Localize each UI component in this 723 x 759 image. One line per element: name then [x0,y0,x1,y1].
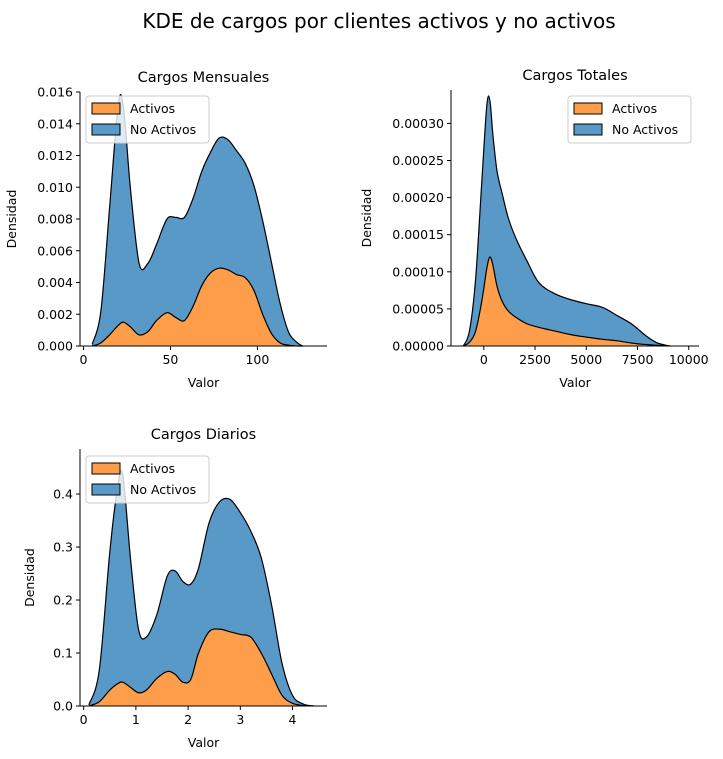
area-no-activos [88,470,314,706]
legend: Activos No Activos [85,95,210,144]
legend-label-no-activos: No Activos [130,482,196,497]
x-tick-label: 3 [236,712,244,727]
y-tick-label: 0.3 [53,540,73,555]
y-tick-label: 0.4 [53,487,73,502]
y-tick-label: 0.0 [53,699,73,714]
line-activos [88,628,314,707]
y-axis-label: Densidad [4,190,19,249]
legend-swatch-no-activos [573,123,603,136]
x-axis-label: Valor [188,375,220,390]
x-tick-label: 1 [132,712,140,727]
y-tick-label: 0.00010 [392,264,444,279]
legend-swatch-no-activos [91,483,121,496]
y-tick-label: 0.00030 [392,116,444,131]
line-activos [91,267,303,347]
y-tick-label: 0.012 [37,148,73,163]
legend: Activos No Activos [85,455,210,504]
panel-cargos-diarios: 0 1 2 3 4 0.0 0.1 0.2 0.3 0.4 Cargos Diarios Valor D… [22,427,327,750]
x-tick-label: 50 [162,352,178,367]
x-tick-label: 2500 [519,352,551,367]
legend-label-activos: Activos [130,101,175,116]
legend-label-no-activos: No Activos [612,122,678,137]
x-tick-label: 7500 [622,352,654,367]
x-tick-label: 10000 [669,352,709,367]
y-tick-label: 0.00005 [392,301,444,316]
x-tick-label: 0 [80,712,88,727]
y-tick-label: 0.016 [37,85,73,100]
y-tick-label: 0.008 [37,212,73,227]
x-tick-label: 100 [245,352,269,367]
panel-cargos-totales: 0 2500 5000 7500 10000 0.00000 0.00005 0.00010 0… [359,68,709,390]
panel-cargos-mensuales: 0 50 100 0.000 0.002 0.004 0.006 0.008 0.010 0.01… [4,70,327,390]
legend-label-no-activos: No Activos [130,122,196,137]
y-tick-label: 0.2 [53,593,73,608]
y-tick-label: 0.014 [37,116,73,131]
legend-label-activos: Activos [130,461,175,476]
panel-title: Cargos Totales [522,68,627,84]
y-tick-label: 0.000 [37,339,73,354]
x-axis-label: Valor [559,375,591,390]
x-tick-label: 0 [80,352,88,367]
area-activos [463,256,671,346]
legend: Activos No Activos [567,95,692,144]
area-activos [92,268,303,347]
line-activos [462,256,671,347]
line-no-activos [462,95,671,347]
x-axis-label: Valor [188,735,220,750]
y-tick-label: 0.00015 [392,227,444,242]
legend-swatch-activos [91,462,121,475]
panel-title: Cargos Mensuales [138,70,270,86]
legend-swatch-activos [91,102,121,115]
x-tick-label: 2 [184,712,192,727]
legend-label-activos: Activos [612,101,657,116]
y-tick-label: 0.010 [37,180,73,195]
area-activos [88,628,314,706]
area-no-activos [463,95,671,346]
y-axis-label: Densidad [22,548,37,607]
y-tick-label: 0.004 [37,275,73,290]
legend-swatch-no-activos [91,123,121,136]
y-tick-label: 0.00000 [392,339,444,354]
y-tick-label: 0.00020 [392,190,444,205]
y-tick-label: 0.006 [37,243,73,258]
y-tick-label: 0.1 [53,646,73,661]
x-tick-label: 5000 [570,352,602,367]
legend-swatch-activos [573,102,603,115]
y-axis-label: Densidad [359,189,374,248]
y-tick-label: 0.002 [37,307,73,322]
x-tick-label: 0 [480,352,488,367]
y-tick-label: 0.00025 [392,153,444,168]
panel-title: Cargos Diarios [151,427,256,443]
figure-title: KDE de cargos por clientes activos y no … [142,9,615,33]
x-tick-label: 4 [289,712,297,727]
